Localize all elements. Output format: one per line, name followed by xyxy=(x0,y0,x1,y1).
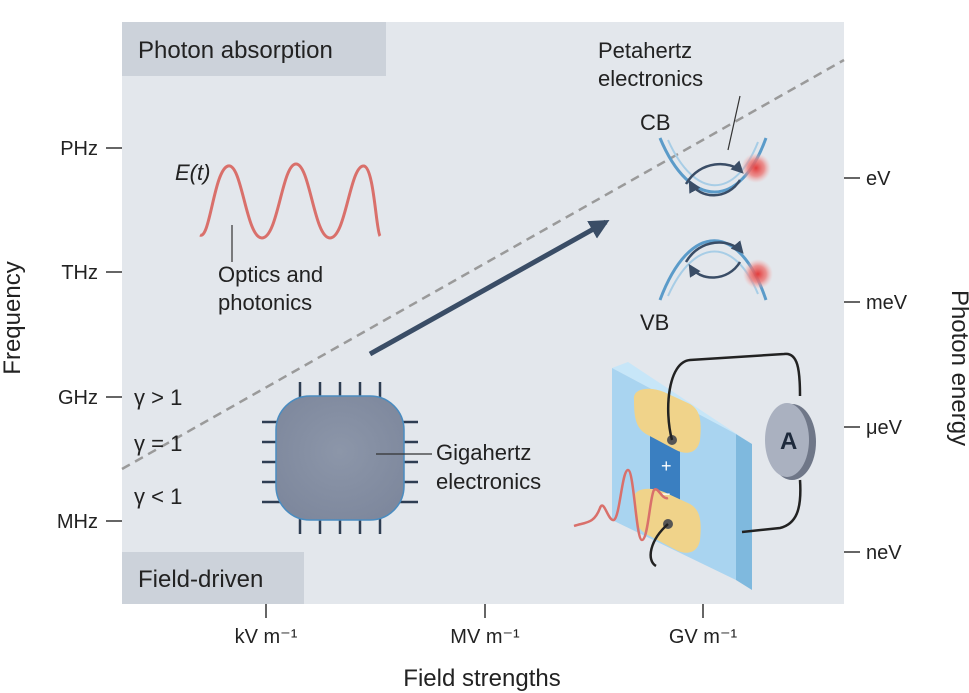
gigahertz-chip xyxy=(275,395,405,521)
electron-vb xyxy=(743,259,773,289)
keldysh-line xyxy=(121,58,845,471)
gigahertz-label-line2: electronics xyxy=(436,469,541,494)
terahertz-pulse xyxy=(573,468,669,542)
x-axis-title: Field strengths xyxy=(403,665,560,692)
device-slab-side xyxy=(736,434,752,590)
tick-label-gv: GV m⁻¹ xyxy=(669,626,738,648)
plus-sign: + xyxy=(661,456,672,476)
cb-transition-arrow-back xyxy=(688,179,742,197)
field-label: E(t) xyxy=(175,160,210,185)
vb-label: VB xyxy=(640,310,669,335)
tick-label-ev: eV xyxy=(866,168,891,190)
optics-label-line2: photonics xyxy=(218,290,312,315)
vb-transition-arrow-back xyxy=(688,261,742,279)
tick-label-ghz: GHz xyxy=(58,387,98,409)
right-axis xyxy=(844,177,860,553)
cb-transition-arrow xyxy=(684,160,744,185)
tick-label-kv: kV m⁻¹ xyxy=(235,626,298,648)
tick-label-nev: neV xyxy=(866,542,902,564)
tick-label-mev: meV xyxy=(866,292,908,314)
gigahertz-label-line1: Gigahertz xyxy=(436,440,531,465)
petahertz-label-line1: Petahertz xyxy=(598,38,692,63)
ammeter-label: A xyxy=(780,428,797,455)
electron-cb xyxy=(741,153,771,183)
progress-arrow xyxy=(368,219,610,357)
wire-top xyxy=(667,352,802,441)
field-driven-label: Field-driven xyxy=(138,566,263,593)
photon-absorption-label: Photon absorption xyxy=(138,37,333,64)
gamma-equal-label: γ = 1 xyxy=(134,431,182,456)
petahertz-label-line2: electronics xyxy=(598,66,703,91)
tick-label-mv: MV m⁻¹ xyxy=(450,626,520,648)
tick-label-thz: THz xyxy=(61,262,98,284)
y-axis-title-left: Frequency xyxy=(0,261,26,374)
gamma-less-label: γ < 1 xyxy=(134,484,182,509)
ammeter-body xyxy=(765,403,809,477)
photon-absorption-box xyxy=(122,22,386,76)
optics-label-line1: Optics and xyxy=(218,262,323,287)
tick-label-uev: μeV xyxy=(866,417,903,439)
minus-sign: − xyxy=(660,484,671,504)
wire-bottom xyxy=(649,479,802,568)
optical-field-wave xyxy=(198,162,382,240)
petahertz-leader xyxy=(727,95,741,151)
gamma-greater-label: γ > 1 xyxy=(134,385,182,410)
cb-label: CB xyxy=(640,110,671,135)
left-axis xyxy=(106,147,122,522)
y-axis-title-right: Photon energy xyxy=(946,290,969,446)
vb-transition-arrow xyxy=(684,240,744,263)
field-driven-box xyxy=(122,552,304,604)
tick-label-mhz: MHz xyxy=(57,511,98,533)
tick-label-phz: PHz xyxy=(60,138,98,160)
bottom-axis xyxy=(265,604,704,618)
